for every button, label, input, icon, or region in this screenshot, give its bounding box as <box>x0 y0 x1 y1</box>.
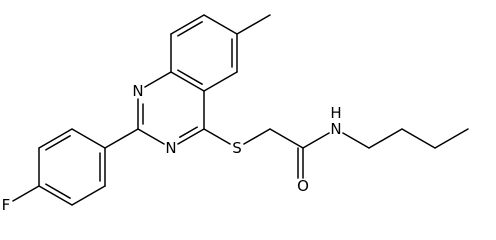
atom-label: N <box>165 139 176 157</box>
bond <box>302 132 330 149</box>
bond <box>243 128 271 145</box>
atom-label: F <box>2 196 11 212</box>
bond <box>170 14 205 35</box>
bond <box>144 71 172 88</box>
bond <box>104 128 139 149</box>
bond <box>269 128 304 149</box>
bond <box>38 128 73 149</box>
double-bond-line <box>179 126 198 138</box>
bond <box>368 128 403 149</box>
atom-label: S <box>232 139 242 157</box>
double-bond-line <box>177 21 203 37</box>
bond <box>177 128 205 145</box>
bond <box>236 14 271 35</box>
bond <box>342 132 370 149</box>
bond <box>38 185 73 206</box>
bond <box>434 128 469 149</box>
double-bond-line <box>45 135 71 151</box>
bond <box>170 71 205 92</box>
bonds <box>12 14 469 206</box>
atom-label: N <box>132 82 143 100</box>
bond <box>203 71 238 92</box>
double-bond-line <box>177 69 203 85</box>
bond <box>137 128 165 145</box>
bond <box>203 14 238 35</box>
bond <box>203 128 231 145</box>
hydrogen-label: H <box>330 104 341 122</box>
bond <box>401 128 436 149</box>
bond <box>71 128 106 149</box>
bond <box>71 185 106 206</box>
bond <box>12 185 40 202</box>
atom-label: N <box>330 120 341 138</box>
double-bond-line <box>45 183 71 199</box>
atom-label: O <box>297 177 309 195</box>
